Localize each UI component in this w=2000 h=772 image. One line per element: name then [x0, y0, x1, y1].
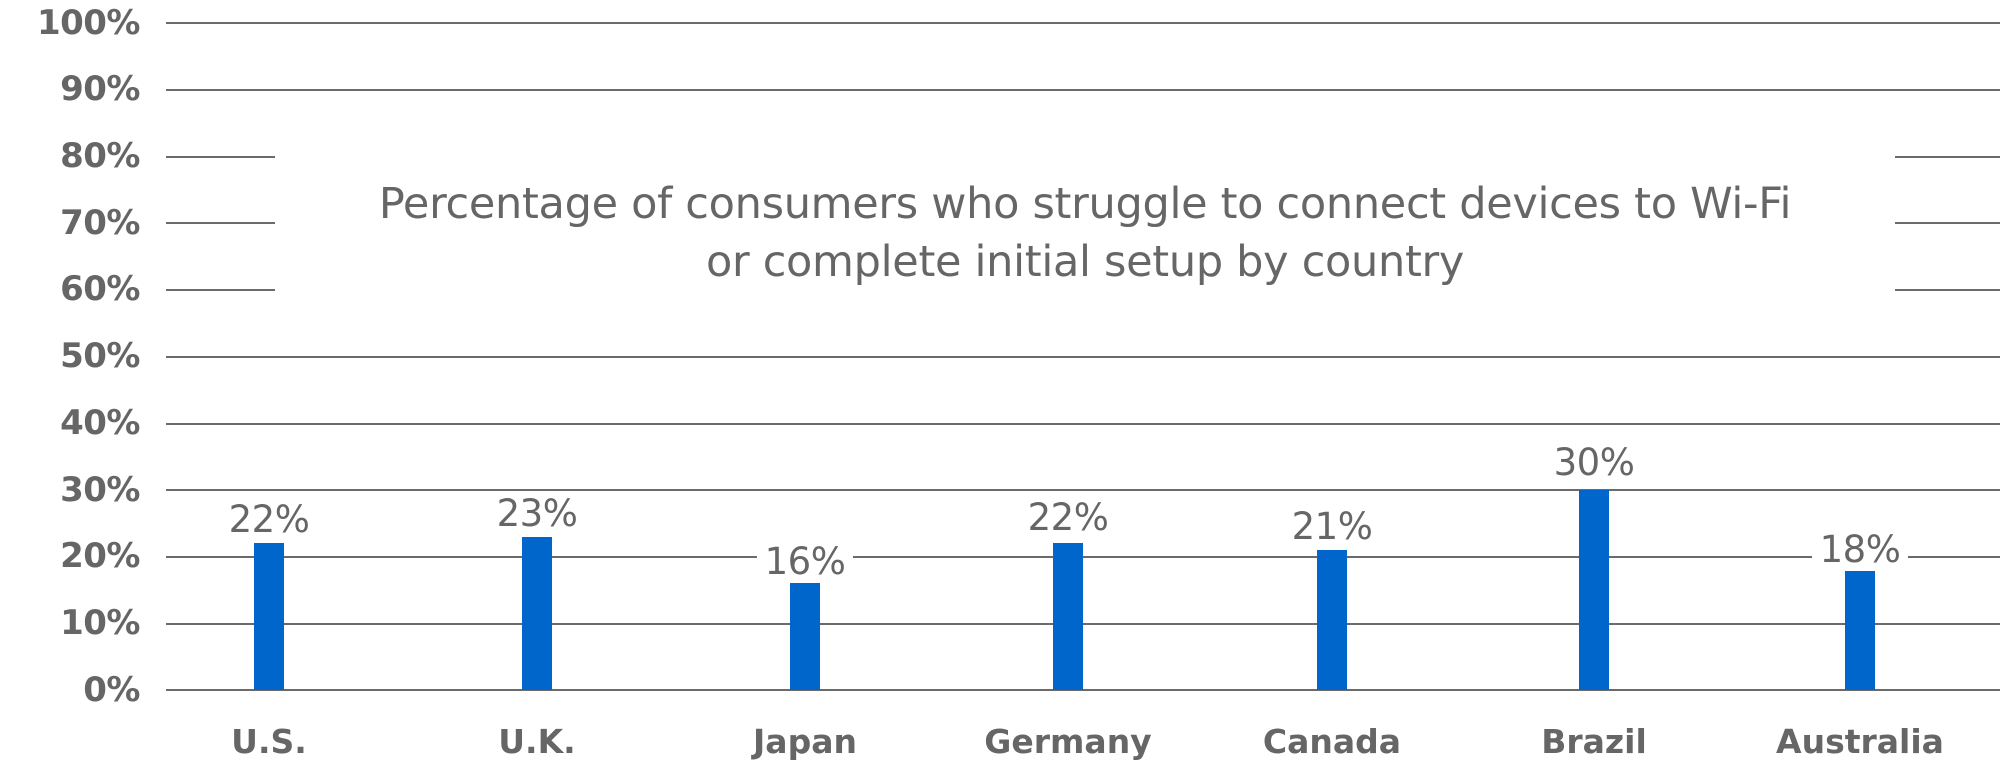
- y-tick-label: 30%: [60, 470, 140, 510]
- y-tick-label: 10%: [60, 603, 140, 643]
- gridline-50: [166, 356, 2000, 358]
- x-label-japan: Japan: [753, 722, 857, 761]
- x-label-germany: Germany: [984, 722, 1152, 761]
- bar-germany: [1053, 543, 1083, 690]
- value-label-germany: 22%: [1008, 496, 1128, 540]
- bar-brazil: [1579, 490, 1609, 690]
- chart-title: Percentage of consumers who struggle to …: [275, 175, 1895, 291]
- y-tick-label: 70%: [60, 203, 140, 243]
- bar-canada: [1317, 550, 1347, 690]
- value-label-uk: 23%: [477, 492, 597, 536]
- value-label-canada: 21%: [1272, 505, 1392, 549]
- gridline-100: [166, 22, 2000, 24]
- y-tick-label: 40%: [60, 403, 140, 443]
- bar-japan: [790, 583, 820, 690]
- y-tick-label: 20%: [60, 536, 140, 576]
- x-label-australia: Australia: [1776, 722, 1944, 761]
- y-tick-label: 90%: [60, 69, 140, 109]
- y-tick-label: 0%: [83, 670, 140, 710]
- chart-title-line-1: Percentage of consumers who struggle to …: [378, 179, 1792, 229]
- x-label-brazil: Brazil: [1541, 722, 1647, 761]
- x-label-canada: Canada: [1262, 722, 1402, 761]
- bar-uk: [522, 537, 552, 690]
- value-label-brazil: 30%: [1534, 441, 1654, 485]
- value-label-japan: 16%: [745, 540, 865, 584]
- bar-us: [254, 543, 284, 690]
- value-label-us: 22%: [209, 498, 329, 542]
- title-background: [275, 140, 1895, 300]
- gridline-30: [166, 489, 2000, 491]
- y-tick-label: 80%: [60, 136, 140, 176]
- y-tick-label: 100%: [36, 3, 141, 43]
- bar-australia: [1845, 570, 1875, 690]
- gridline-90: [166, 89, 2000, 91]
- y-tick-label: 50%: [60, 336, 140, 376]
- x-label-us: U.S.: [231, 722, 307, 761]
- value-label-australia: 18%: [1800, 528, 1920, 572]
- y-tick-label: 60%: [60, 269, 140, 309]
- gridline-10: [166, 623, 2000, 625]
- chart-title-line-2: or complete initial setup by country: [705, 237, 1465, 287]
- gridline-40: [166, 423, 2000, 425]
- gridline-20: [166, 556, 2000, 558]
- baseline-0: [166, 689, 2000, 691]
- x-label-uk: U.K.: [498, 722, 576, 761]
